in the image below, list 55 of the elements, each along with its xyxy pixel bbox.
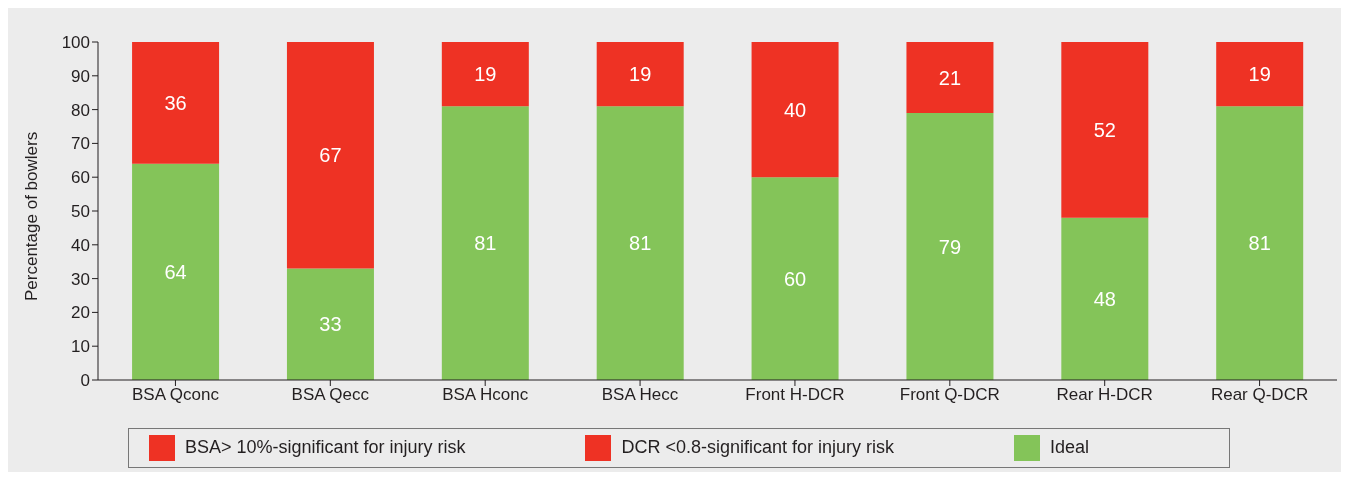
x-tick-label: BSA Hconc: [442, 385, 529, 405]
data-label: 19: [474, 63, 497, 86]
bar: [441, 42, 529, 107]
bar: [1061, 217, 1149, 380]
data-label: 36: [164, 91, 187, 114]
x-tick-label: BSA Qconc: [131, 385, 220, 405]
y-tick-label: 50: [71, 202, 90, 222]
y-tick-label: 0: [80, 371, 90, 391]
data-label: 67: [319, 144, 342, 167]
y-tick-label: 100: [61, 33, 90, 53]
x-tick-label: Front Q-DCR: [899, 385, 1000, 405]
y-tick-label: 90: [71, 66, 90, 86]
x-tick-label: Front H-DCR: [745, 385, 845, 405]
legend-label: DCR <0.8-significant for injury risk: [621, 436, 895, 457]
y-tick-label: 40: [71, 235, 90, 255]
data-label: 21: [938, 66, 962, 89]
y-tick-label: 70: [71, 134, 90, 154]
bar: [1216, 42, 1304, 107]
bar: [1216, 106, 1304, 380]
bar: [596, 42, 684, 107]
bar: [906, 42, 994, 113]
y-tick-label: 30: [71, 269, 90, 289]
bar: [441, 106, 529, 380]
bar: [1061, 42, 1149, 218]
x-tick-label: Rear H-DCR: [1056, 385, 1153, 405]
data-label: 60: [783, 267, 807, 290]
x-tick-label: Rear Q-DCR: [1210, 385, 1309, 405]
data-label: 40: [783, 98, 807, 121]
data-label: 19: [1248, 63, 1271, 86]
y-axis-title: Percentage of bowlers: [22, 131, 42, 301]
legend-label: BSA> 10%-significant for injury risk: [184, 436, 466, 457]
data-label: 81: [1248, 232, 1271, 255]
data-label: 52: [1093, 118, 1116, 141]
x-tick-label: BSA Qecc: [291, 385, 370, 405]
data-label: 33: [319, 313, 342, 336]
bar: [751, 177, 839, 380]
bar: [286, 42, 374, 269]
y-tick-label: 20: [71, 303, 90, 323]
data-label: 19: [629, 63, 652, 86]
data-label: 64: [164, 260, 187, 283]
y-tick-label: 60: [71, 168, 90, 188]
data-label: 79: [938, 235, 962, 258]
bar: [751, 42, 839, 178]
bar: [906, 112, 994, 380]
bar: [286, 268, 374, 380]
legend-label: Ideal: [1050, 436, 1090, 457]
bar: [132, 42, 220, 164]
data-label: 81: [474, 232, 497, 255]
y-tick-label: 80: [71, 100, 90, 120]
data-label: 48: [1093, 287, 1116, 310]
x-tick-label: BSA Hecc: [601, 385, 679, 405]
y-tick-label: 10: [71, 337, 90, 357]
bar: [132, 163, 220, 380]
data-label: 81: [629, 232, 652, 255]
bar: [596, 106, 684, 380]
